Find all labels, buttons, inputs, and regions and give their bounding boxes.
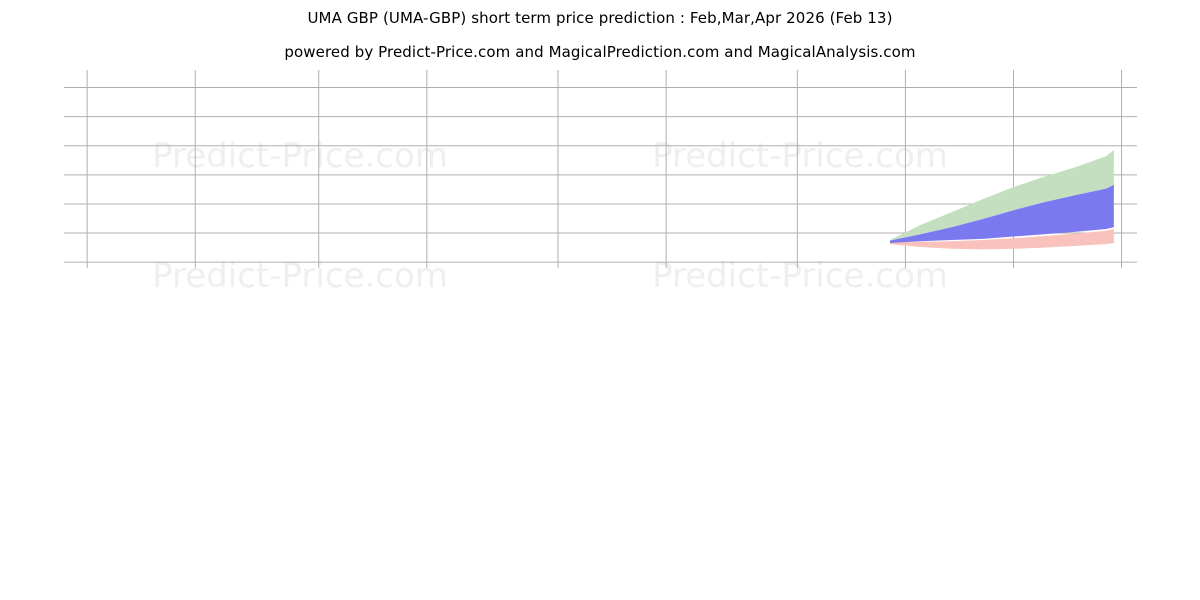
high-range-band: [889, 149, 1114, 242]
bottom-chart-svg: [0, 326, 1200, 600]
low-range-band: [889, 228, 1114, 250]
bottom-chart-panel: [0, 326, 1200, 600]
top-chart-panel: Predict-Price.com Predict-Price.com Predic…: [0, 62, 1200, 312]
page-subtitle: powered by Predict-Price.com and Magical…: [284, 43, 916, 61]
watermark-text: Predict-Price.com: [652, 136, 948, 176]
top-chart-svg: Predict-Price.com Predict-Price.comPredic…: [64, 70, 1137, 296]
title-block: UMA GBP (UMA-GBP) short term price predi…: [0, 0, 1200, 61]
close-range-band: [889, 185, 1114, 243]
watermark-text: Predict-Price.com: [152, 136, 448, 176]
page-title: UMA GBP (UMA-GBP) short term price predi…: [307, 9, 893, 27]
